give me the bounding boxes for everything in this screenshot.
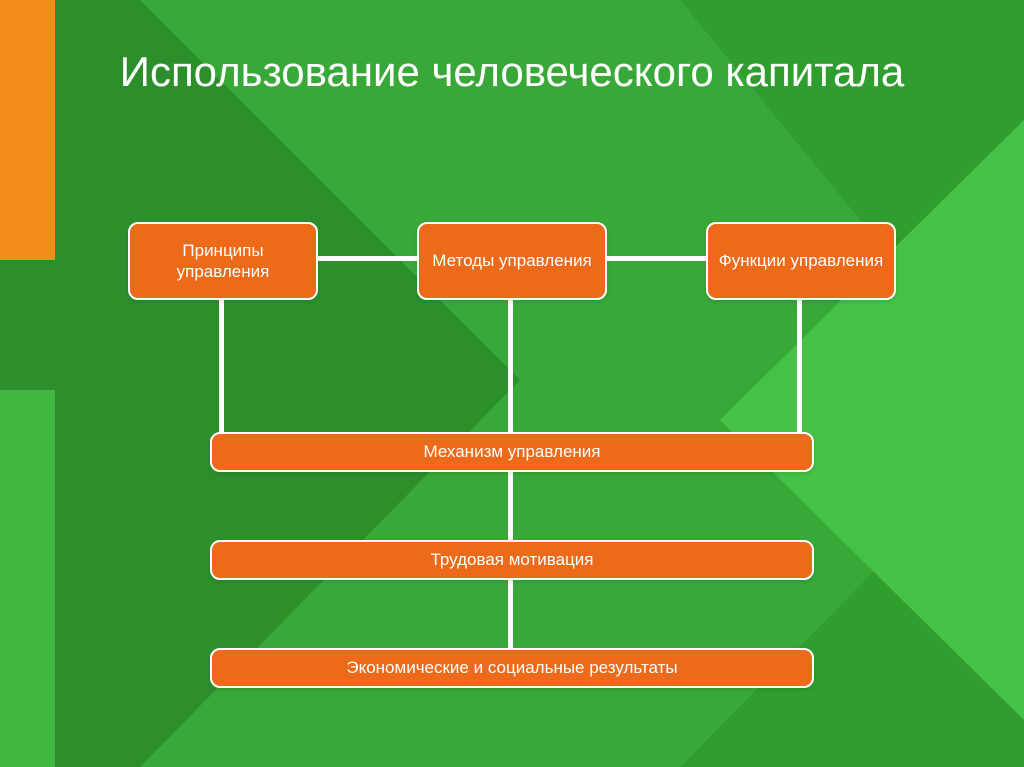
node-label: Механизм управления <box>423 441 600 462</box>
slide-title: Использование человеческого капитала <box>112 48 912 96</box>
connector <box>219 300 224 450</box>
node-methods: Методы управления <box>417 222 607 300</box>
node-results: Экономические и социальные результаты <box>210 648 814 688</box>
slide-stage: Использование человеческого капитала При… <box>0 0 1024 767</box>
connector <box>508 580 513 648</box>
connector <box>508 472 513 540</box>
connector <box>797 300 802 450</box>
connector <box>508 300 513 432</box>
node-label: Экономические и социальные результаты <box>346 657 677 678</box>
node-label: Трудовая мотивация <box>430 549 593 570</box>
node-mechanism: Механизм управления <box>210 432 814 472</box>
node-functions: Функции управления <box>706 222 896 300</box>
node-label: Принципы управления <box>138 240 308 283</box>
node-label: Методы управления <box>432 250 592 271</box>
node-label: Функции управления <box>719 250 883 271</box>
node-principles: Принципы управления <box>128 222 318 300</box>
connector <box>607 256 706 261</box>
node-motivation: Трудовая мотивация <box>210 540 814 580</box>
connector <box>318 256 417 261</box>
